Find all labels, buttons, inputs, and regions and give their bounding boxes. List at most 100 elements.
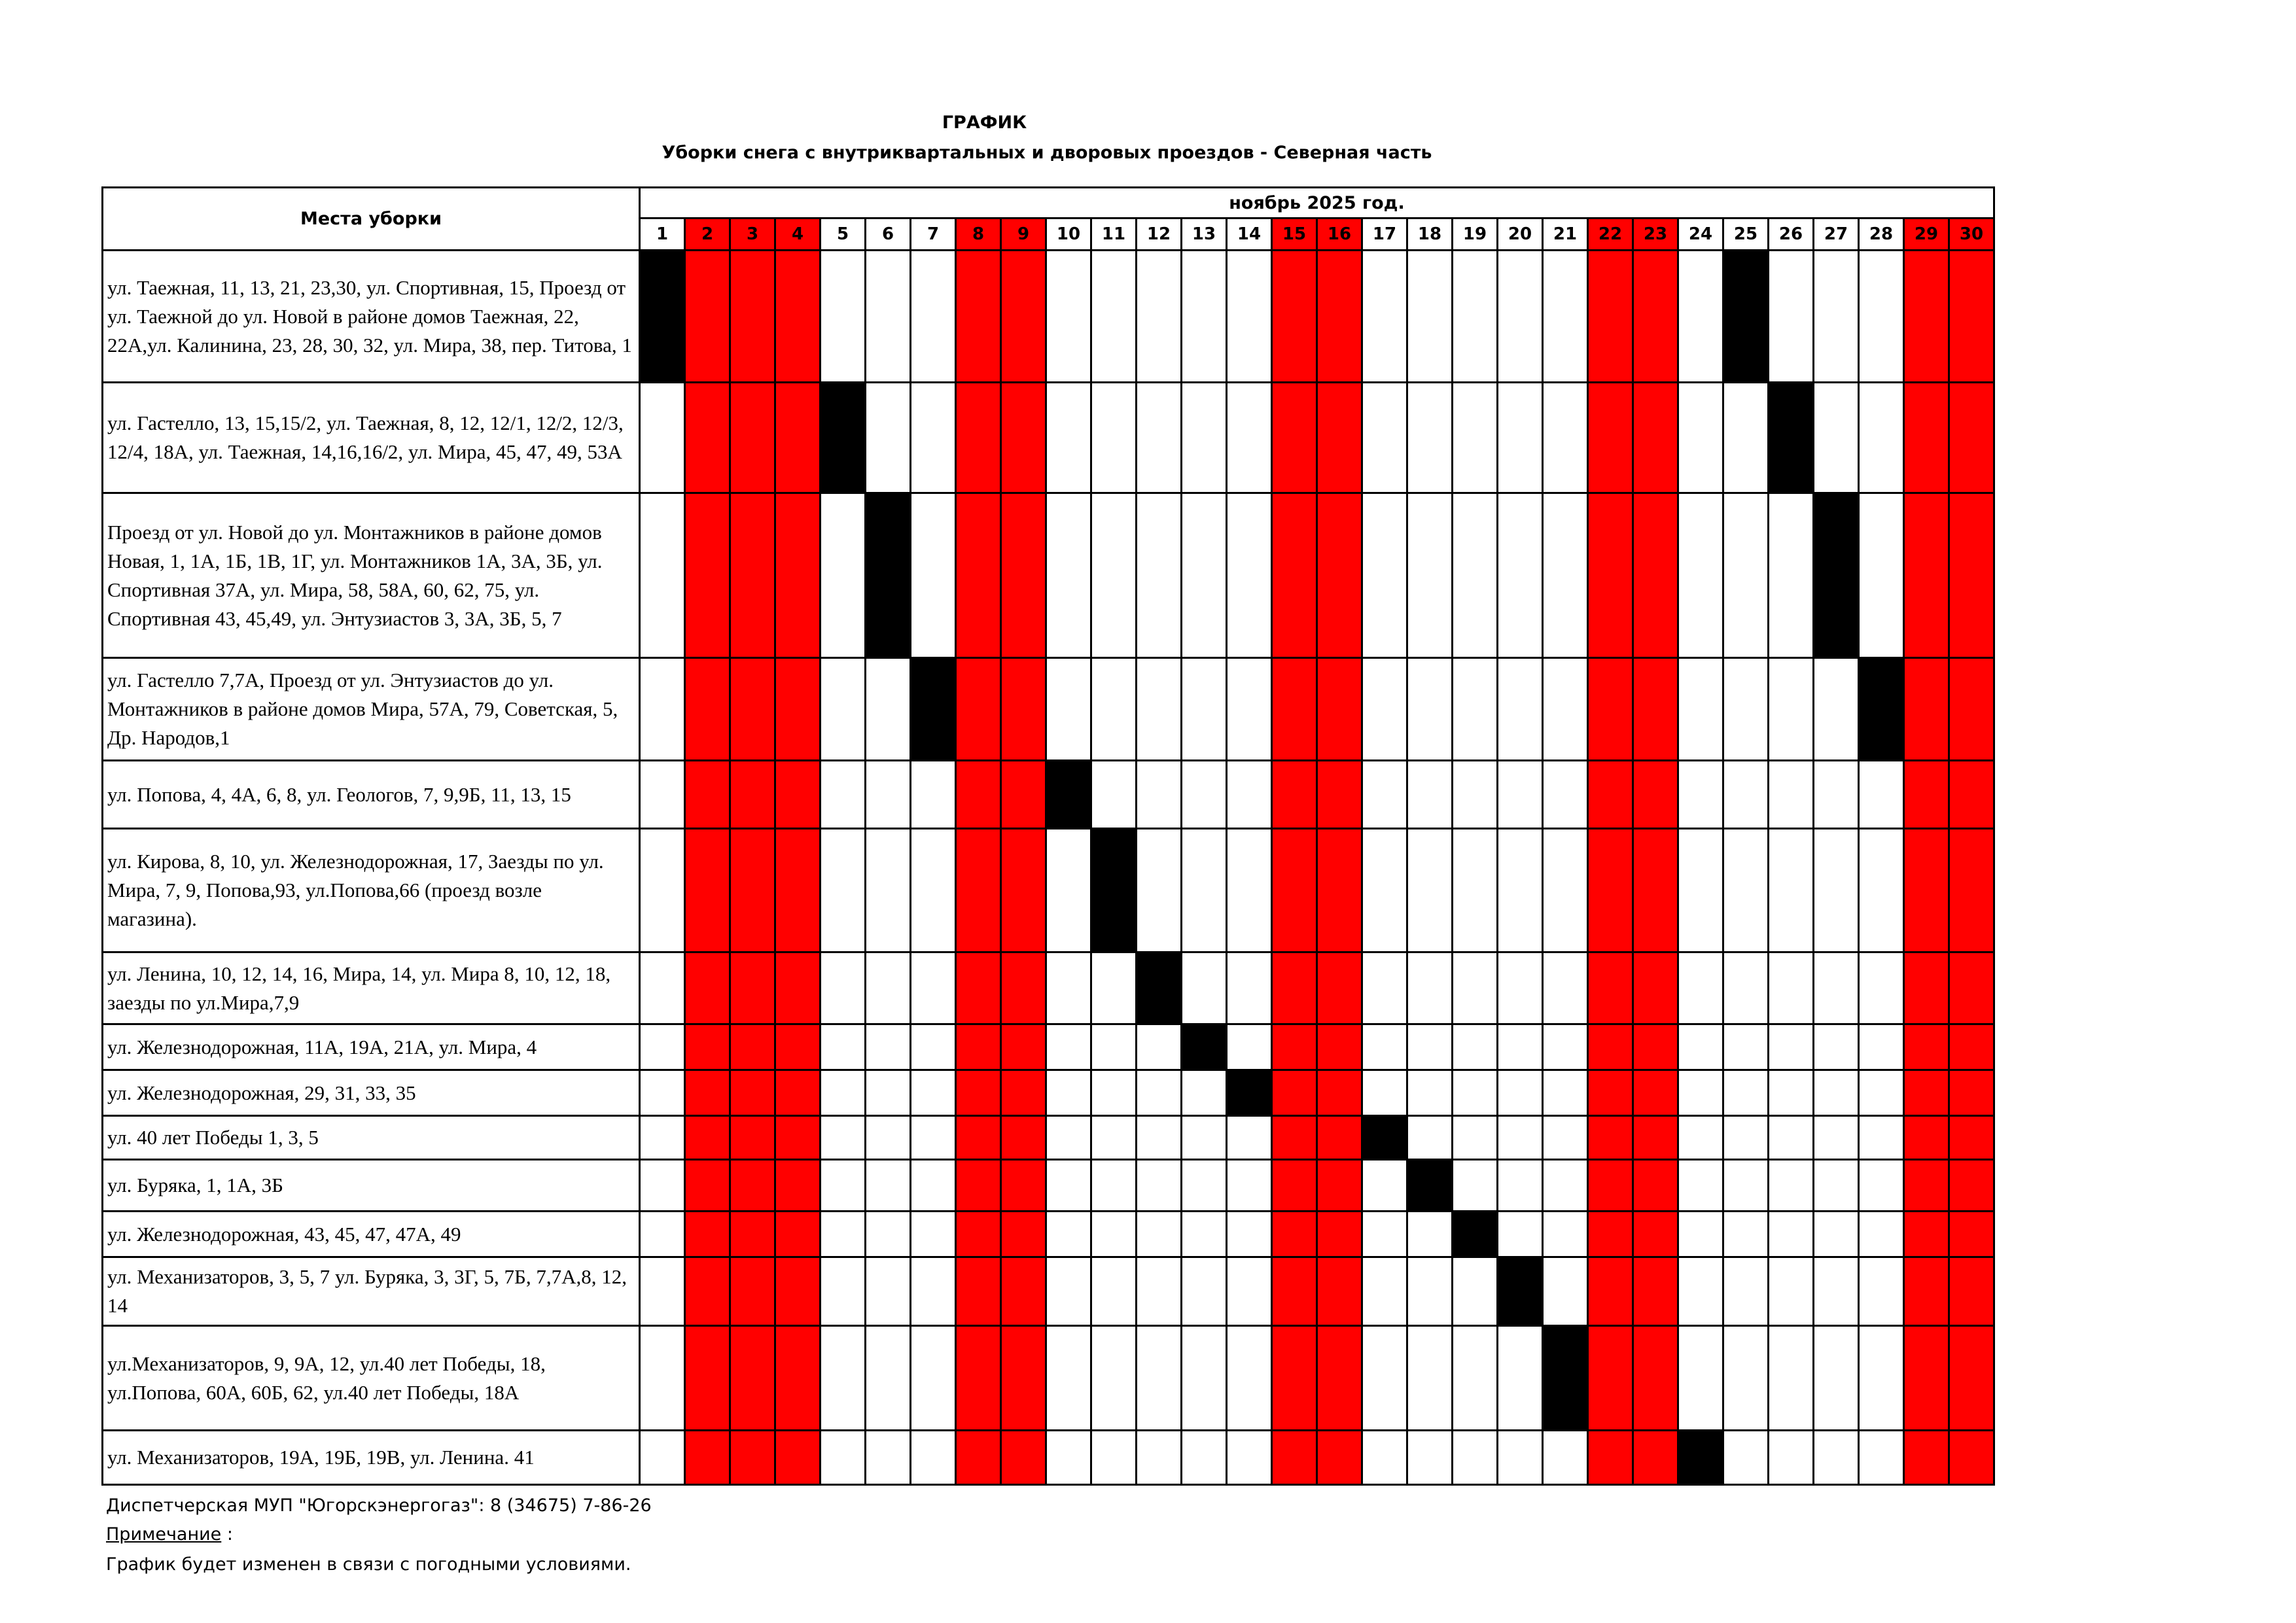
table-row: ул. 40 лет Победы 1, 3, 5: [101, 1115, 1995, 1161]
weekend-day-cell: [1632, 657, 1679, 761]
weekend-day-cell: [774, 657, 821, 761]
weekend-day-cell: [1316, 1159, 1363, 1212]
day-cell: [1045, 1069, 1092, 1117]
day-cell: [1226, 1429, 1273, 1486]
day-cell: [1180, 249, 1227, 383]
weekend-day-cell: [1271, 1210, 1318, 1258]
weekend-day-cell: [1948, 657, 1995, 761]
weekend-day-cell: [684, 951, 731, 1025]
day-cell: [1135, 1325, 1182, 1431]
day-cell: [864, 381, 911, 494]
weekend-day-cell: [1271, 249, 1318, 383]
day-cell: [1858, 1325, 1905, 1431]
day-cell: [1406, 1256, 1453, 1327]
scheduled-day-cell: [1180, 1023, 1227, 1071]
day-cell: [1226, 1115, 1273, 1161]
day-cell: [1180, 759, 1227, 829]
weekend-day-cell: [729, 951, 776, 1025]
day-cell: [1677, 381, 1724, 494]
day-cell: [1180, 1115, 1227, 1161]
day-cell: [1496, 1115, 1544, 1161]
day-cell: [639, 381, 686, 494]
day-cell: [1722, 381, 1769, 494]
weekend-day-cell: [1632, 492, 1679, 659]
day-cell: [1542, 1210, 1589, 1258]
day-cell: [1722, 1210, 1769, 1258]
address-cell: ул. Железнодорожная, 11А, 19А, 21А, ул. …: [101, 1023, 641, 1071]
weekend-day-cell: [1587, 1069, 1634, 1117]
weekend-day-cell: [1000, 951, 1047, 1025]
weekend-day-cell: [684, 1159, 731, 1212]
day-cell: [639, 657, 686, 761]
day-cell: [1135, 759, 1182, 829]
weekend-day-cell: [955, 828, 1002, 953]
weekend-day-cell: [955, 951, 1002, 1025]
day-cell: [819, 249, 866, 383]
weekend-day-cell: [955, 492, 1002, 659]
address-cell: ул. Таежная, 11, 13, 21, 23,30, ул. Спор…: [101, 249, 641, 383]
weekend-day-cell: [774, 951, 821, 1025]
address-cell: ул. Буряка, 1, 1А, 3Б: [101, 1159, 641, 1212]
day-header: 3: [729, 217, 776, 251]
day-cell: [864, 1023, 911, 1071]
weekend-day-cell: [684, 657, 731, 761]
table-row: ул. Железнодорожная, 43, 45, 47, 47А, 49: [101, 1210, 1995, 1258]
day-cell: [1451, 1159, 1498, 1212]
day-cell: [910, 759, 957, 829]
weekend-day-cell: [774, 1210, 821, 1258]
day-cell: [819, 951, 866, 1025]
day-cell: [1406, 1115, 1453, 1161]
day-cell: [1722, 1159, 1769, 1212]
day-cell: [1226, 492, 1273, 659]
day-cell: [864, 759, 911, 829]
weekend-day-cell: [774, 1159, 821, 1212]
weekend-day-cell: [1587, 1429, 1634, 1486]
weekend-day-cell: [684, 828, 731, 953]
weekend-day-cell: [684, 759, 731, 829]
day-header: 19: [1451, 217, 1498, 251]
day-cell: [1180, 492, 1227, 659]
weekend-day-cell: [1271, 1325, 1318, 1431]
weekend-day-cell: [1903, 1210, 1950, 1258]
weekend-day-cell: [1316, 1325, 1363, 1431]
scheduled-day-cell: [1406, 1159, 1453, 1212]
weekend-day-cell: [1316, 381, 1363, 494]
note-text: График будет изменен в связи с погодными…: [106, 1554, 631, 1575]
day-cell: [819, 1429, 866, 1486]
weekend-day-cell: [1000, 1325, 1047, 1431]
day-cell: [1767, 1429, 1814, 1486]
day-cell: [1767, 657, 1814, 761]
day-cell: [1090, 1069, 1137, 1117]
day-cell: [1767, 1210, 1814, 1258]
place-header: Места уборки: [101, 186, 641, 251]
day-cell: [1226, 828, 1273, 953]
day-cell: [910, 1023, 957, 1071]
day-cell: [1677, 492, 1724, 659]
weekend-day-cell: [684, 249, 731, 383]
weekend-day-cell: [1316, 1429, 1363, 1486]
day-cell: [1496, 1429, 1544, 1486]
day-cell: [1812, 657, 1860, 761]
day-cell: [1045, 1256, 1092, 1327]
weekend-day-cell: [1903, 492, 1950, 659]
weekend-day-cell: [1903, 1256, 1950, 1327]
table-row: ул. Гастелло 7,7А, Проезд от ул. Энтузиа…: [101, 657, 1995, 761]
day-cell: [1180, 657, 1227, 761]
weekend-day-cell: [1271, 759, 1318, 829]
day-cell: [1451, 828, 1498, 953]
address-cell: ул. Гастелло, 13, 15,15/2, ул. Таежная, …: [101, 381, 641, 494]
day-cell: [1406, 759, 1453, 829]
weekend-day-cell: [1632, 1210, 1679, 1258]
day-cell: [1858, 381, 1905, 494]
day-cell: [1722, 1023, 1769, 1071]
day-cell: [1722, 657, 1769, 761]
day-cell: [1406, 1325, 1453, 1431]
weekend-day-cell: [729, 657, 776, 761]
weekend-day-cell: [1271, 1256, 1318, 1327]
day-cell: [1858, 1256, 1905, 1327]
day-cell: [819, 1115, 866, 1161]
day-cell: [1045, 657, 1092, 761]
day-cell: [1406, 828, 1453, 953]
scheduled-day-cell: [864, 492, 911, 659]
day-cell: [910, 951, 957, 1025]
